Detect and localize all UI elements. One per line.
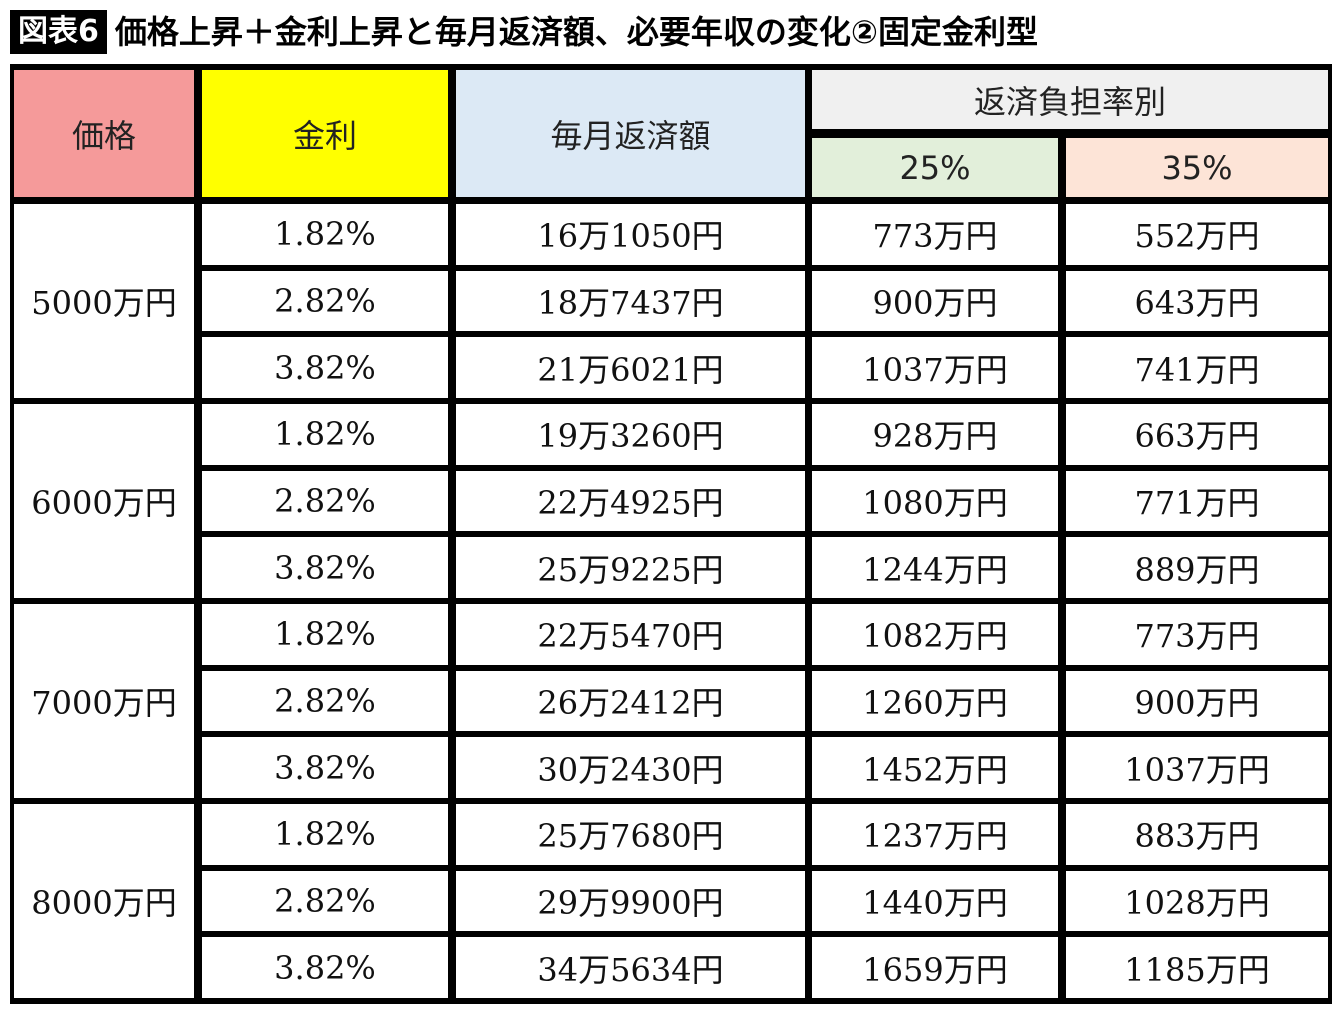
income-35-cell: 773万円 [1066, 604, 1328, 665]
income-25-cell: 1440万円 [812, 870, 1058, 932]
income-35-cell: 741万円 [1066, 337, 1328, 398]
income-35-cell: 1037万円 [1066, 737, 1328, 798]
header-pct35: 35% [1066, 138, 1328, 197]
rate-cell: 3.82% [202, 937, 448, 998]
header-payment: 毎月返済額 [456, 70, 805, 197]
income-35-cell: 663万円 [1066, 404, 1328, 465]
header-rate: 金利 [202, 70, 448, 197]
price-cell: 7000万円 [14, 604, 194, 798]
income-25-cell: 900万円 [812, 270, 1058, 332]
rate-cell: 3.82% [202, 537, 448, 598]
income-25-cell: 1037万円 [812, 337, 1058, 398]
figure-title: 価格上昇＋金利上昇と毎月返済額、必要年収の変化②固定金利型 [114, 13, 1038, 51]
payment-cell: 30万2430円 [456, 737, 805, 798]
rate-cell: 1.82% [202, 404, 448, 465]
income-35-cell: 1028万円 [1066, 870, 1328, 932]
payment-cell: 34万5634円 [456, 937, 805, 998]
payment-table: 価格 金利 毎月返済額 返済負担率別 25% 35% 5000万円 1.82% 16万1050円… [10, 64, 1332, 1004]
payment-cell: 16万1050円 [456, 204, 805, 265]
payment-cell: 22万4925円 [456, 470, 805, 532]
rate-cell: 2.82% [202, 270, 448, 332]
rate-cell: 2.82% [202, 470, 448, 532]
income-35-cell: 771万円 [1066, 470, 1328, 532]
payment-cell: 26万2412円 [456, 670, 805, 732]
rate-cell: 3.82% [202, 737, 448, 798]
income-25-cell: 1244万円 [812, 537, 1058, 598]
payment-cell: 19万3260円 [456, 404, 805, 465]
income-35-cell: 643万円 [1066, 270, 1328, 332]
income-25-cell: 928万円 [812, 404, 1058, 465]
payment-cell: 29万9900円 [456, 870, 805, 932]
rate-cell: 2.82% [202, 670, 448, 732]
header-burden-ratio: 返済負担率別 [812, 70, 1328, 129]
price-cell: 5000万円 [14, 204, 194, 398]
income-25-cell: 1237万円 [812, 804, 1058, 865]
income-25-cell: 1260万円 [812, 670, 1058, 732]
rate-cell: 3.82% [202, 337, 448, 398]
income-25-cell: 1659万円 [812, 937, 1058, 998]
income-35-cell: 889万円 [1066, 537, 1328, 598]
header-price: 価格 [14, 70, 194, 197]
income-35-cell: 883万円 [1066, 804, 1328, 865]
figure-label: 図表6 [10, 10, 107, 54]
payment-cell: 22万5470円 [456, 604, 805, 665]
price-cell: 6000万円 [14, 404, 194, 598]
income-25-cell: 773万円 [812, 204, 1058, 265]
income-25-cell: 1080万円 [812, 470, 1058, 532]
payment-cell: 25万7680円 [456, 804, 805, 865]
rate-cell: 2.82% [202, 870, 448, 932]
rate-cell: 1.82% [202, 604, 448, 665]
payment-cell: 18万7437円 [456, 270, 805, 332]
income-35-cell: 900万円 [1066, 670, 1328, 732]
payment-cell: 21万6021円 [456, 337, 805, 398]
income-25-cell: 1082万円 [812, 604, 1058, 665]
rate-cell: 1.82% [202, 204, 448, 265]
income-25-cell: 1452万円 [812, 737, 1058, 798]
figure-title-bar: 図表6 価格上昇＋金利上昇と毎月返済額、必要年収の変化②固定金利型 [10, 8, 1038, 56]
price-cell: 8000万円 [14, 804, 194, 998]
header-pct25: 25% [812, 138, 1058, 197]
rate-cell: 1.82% [202, 804, 448, 865]
income-35-cell: 1185万円 [1066, 937, 1328, 998]
payment-cell: 25万9225円 [456, 537, 805, 598]
income-35-cell: 552万円 [1066, 204, 1328, 265]
